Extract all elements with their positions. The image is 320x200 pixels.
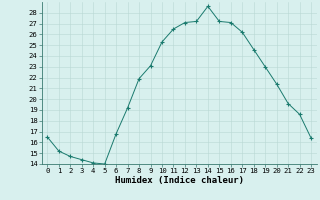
X-axis label: Humidex (Indice chaleur): Humidex (Indice chaleur) [115, 176, 244, 185]
